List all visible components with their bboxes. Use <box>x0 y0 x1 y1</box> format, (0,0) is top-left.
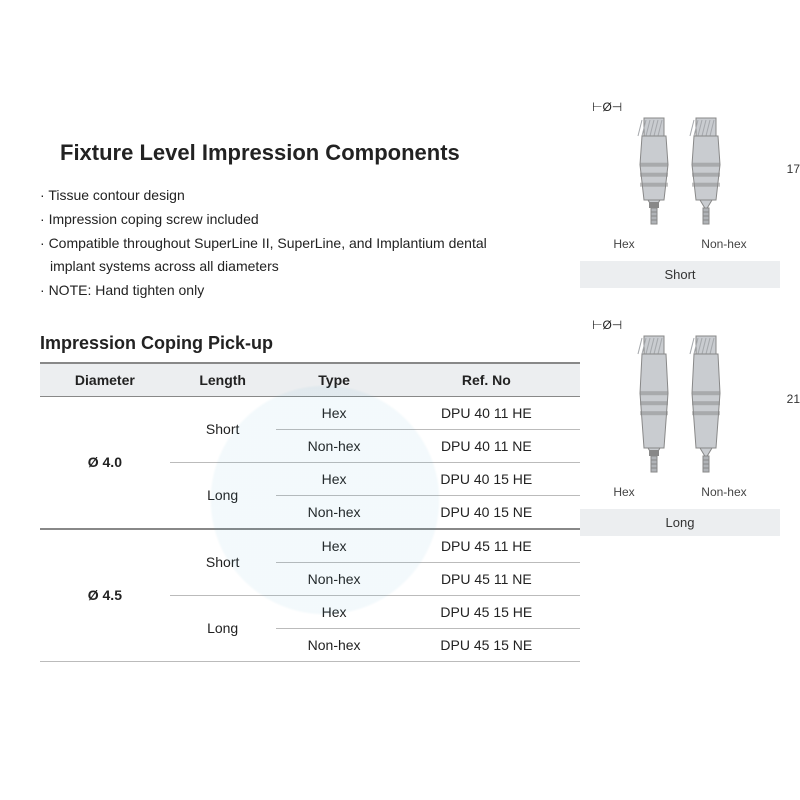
cell-type: Hex <box>276 462 393 495</box>
cell-length: Long <box>170 462 276 529</box>
page-title: Fixture Level Impression Components <box>60 140 560 166</box>
cell-ref: DPU 45 11 HE <box>393 529 580 563</box>
bullet-item: Compatible throughout SuperLine II, Supe… <box>40 232 520 280</box>
col-ref: Ref. No <box>393 363 580 397</box>
bullet-item: Tissue contour design <box>40 184 520 208</box>
cell-diameter: Ø 4.0 <box>40 396 170 529</box>
diagram-footer-short: Short <box>580 261 780 288</box>
implant-nonhex-long-icon <box>688 334 724 479</box>
cell-length: Short <box>170 396 276 462</box>
diagram-label-hex: Hex <box>613 485 634 499</box>
cell-ref: DPU 45 15 HE <box>393 595 580 628</box>
cell-ref: DPU 45 15 NE <box>393 628 580 661</box>
cell-ref: DPU 40 11 NE <box>393 429 580 462</box>
col-type: Type <box>276 363 393 397</box>
feature-bullets: Tissue contour design Impression coping … <box>40 184 520 303</box>
cell-type: Non-hex <box>276 429 393 462</box>
diagram-short: ⊢Ø⊣ 17.0 Hex Non-hex Short <box>580 100 780 288</box>
cell-ref: DPU 40 15 NE <box>393 495 580 529</box>
cell-type: Hex <box>276 595 393 628</box>
implant-nonhex-short-icon <box>688 116 724 231</box>
diagram-label-nonhex: Non-hex <box>701 237 746 251</box>
implant-hex-short-icon <box>636 116 672 231</box>
height-label-short: 17.0 <box>787 162 800 176</box>
diagram-area: ⊢Ø⊣ 17.0 Hex Non-hex Short <box>580 100 780 566</box>
cell-type: Non-hex <box>276 628 393 661</box>
col-diameter: Diameter <box>40 363 170 397</box>
cell-ref: DPU 40 15 HE <box>393 462 580 495</box>
diameter-symbol: ⊢Ø⊣ <box>592 318 780 332</box>
cell-length: Long <box>170 595 276 661</box>
cell-length: Short <box>170 529 276 596</box>
cell-ref: DPU 45 11 NE <box>393 562 580 595</box>
bullet-item: Impression coping screw included <box>40 208 520 232</box>
table-title: Impression Coping Pick-up <box>40 333 560 354</box>
diagram-label-hex: Hex <box>613 237 634 251</box>
cell-type: Non-hex <box>276 495 393 529</box>
cell-type: Non-hex <box>276 562 393 595</box>
height-label-long: 21.0 <box>787 392 800 406</box>
cell-type: Hex <box>276 396 393 429</box>
bullet-item: NOTE: Hand tighten only <box>40 279 520 303</box>
diagram-footer-long: Long <box>580 509 780 536</box>
diameter-symbol: ⊢Ø⊣ <box>592 100 780 114</box>
product-table: Diameter Length Type Ref. No Ø 4.0ShortH… <box>40 362 580 662</box>
diagram-label-nonhex: Non-hex <box>701 485 746 499</box>
col-length: Length <box>170 363 276 397</box>
cell-diameter: Ø 4.5 <box>40 529 170 662</box>
cell-type: Hex <box>276 529 393 563</box>
implant-hex-long-icon <box>636 334 672 479</box>
cell-ref: DPU 40 11 HE <box>393 396 580 429</box>
diagram-long: ⊢Ø⊣ 21.0 Hex Non-hex Long <box>580 318 780 536</box>
